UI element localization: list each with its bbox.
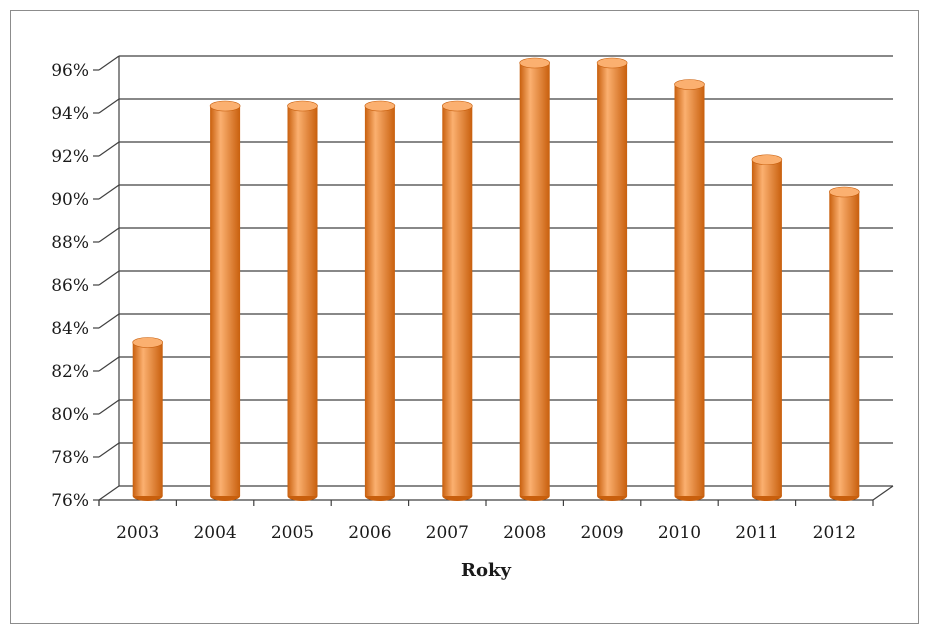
bar: [364, 100, 396, 501]
x-tick-label: 2008: [503, 523, 546, 543]
y-tick-label: 78%: [51, 448, 89, 468]
y-tick-label: 76%: [51, 491, 89, 511]
chart-frame: 76% 78% 80% 82% 84% 86% 88% 90% 92% 94% 96% 2003 20…: [10, 10, 919, 624]
x-tick-label: 2003: [116, 523, 159, 543]
x-axis-ticks: 2003 2004 2005 2006 2007 2008 2009 2010 2011 2012: [116, 523, 856, 543]
x-tick-label: 2012: [813, 523, 856, 543]
gridline-slant: [98, 227, 120, 243]
gridline-slant: [98, 485, 120, 501]
gridline-slant: [98, 270, 120, 286]
y-tick-label: 88%: [51, 233, 89, 253]
bar: [441, 100, 473, 501]
gridline-slant: [98, 141, 120, 157]
x-tick-label: 2006: [348, 523, 391, 543]
y-tick-label: 80%: [51, 405, 89, 425]
gridline-slant: [98, 313, 120, 329]
bar: [751, 154, 783, 501]
y-tick-label: 94%: [51, 104, 89, 124]
x-tick-label: 2009: [580, 523, 623, 543]
bar: [674, 79, 705, 501]
gridline-slant: [98, 184, 120, 200]
y-axis-ticks: 76% 78% 80% 82% 84% 86% 88% 90% 92% 94% 96%: [51, 61, 89, 511]
bar: [132, 337, 163, 501]
x-tick-label: 2011: [735, 523, 778, 543]
y-tick-label: 84%: [51, 319, 89, 339]
gridline-slant: [98, 356, 120, 372]
gridline-slant: [98, 442, 120, 458]
bar: [519, 57, 551, 501]
bar: [209, 100, 241, 501]
bar: [596, 57, 628, 501]
y-tick-label: 86%: [51, 276, 89, 296]
x-tick-label: 2005: [271, 523, 314, 543]
gridline-slant: [98, 399, 120, 415]
y-tick-label: 90%: [51, 190, 89, 210]
gridline-slant: [98, 98, 120, 114]
x-axis-title: Roky: [461, 560, 511, 581]
bar: [287, 100, 318, 501]
bar-chart: 76%78%80%82%84%86%88%90%92%94%96% 2003 20…: [51, 55, 894, 581]
x-tick-label: 2007: [426, 523, 469, 543]
floor-right-edge: [872, 485, 894, 501]
y-tick-label: 96%: [51, 61, 89, 81]
bars: [132, 57, 860, 501]
x-tick-label: 2010: [658, 523, 701, 543]
gridline-slant: [98, 55, 120, 71]
x-tick-label: 2004: [193, 523, 236, 543]
y-tick-label: 92%: [51, 147, 89, 167]
y-tick-label: 82%: [51, 362, 89, 382]
bar: [828, 186, 860, 501]
